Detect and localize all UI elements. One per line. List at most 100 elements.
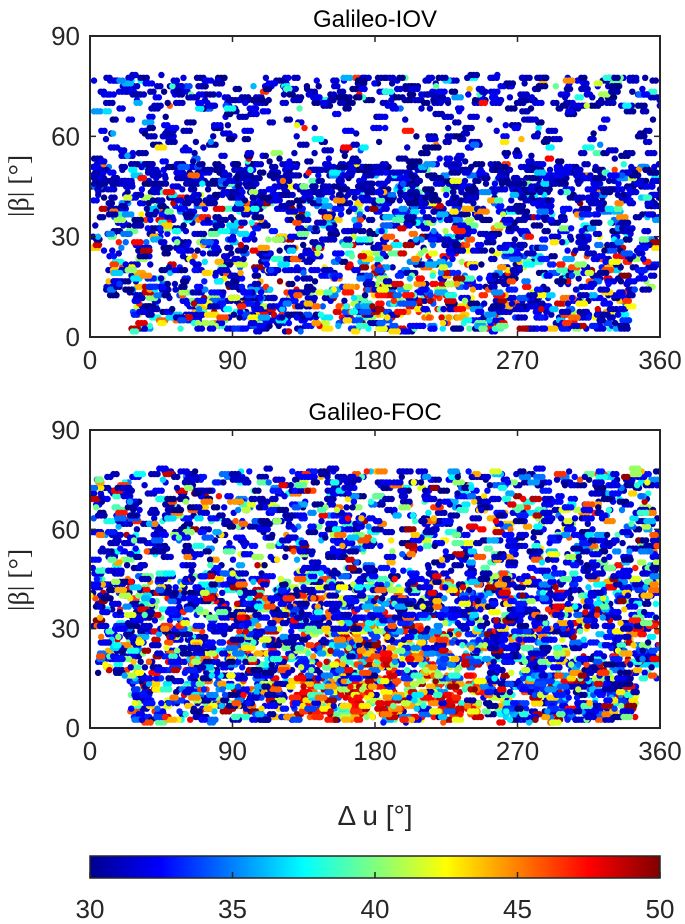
data-point <box>584 161 591 168</box>
data-point <box>590 250 598 257</box>
data-point <box>413 322 420 330</box>
data-point <box>254 280 262 288</box>
data-point <box>204 186 212 193</box>
data-point <box>233 278 240 285</box>
data-point <box>454 161 461 168</box>
data-point <box>619 225 626 232</box>
data-point <box>362 322 369 330</box>
data-point <box>628 163 635 171</box>
data-point <box>128 286 135 293</box>
data-point <box>273 172 280 179</box>
data-point <box>481 292 489 299</box>
data-point <box>597 241 604 249</box>
data-point <box>542 174 550 182</box>
data-point <box>491 180 499 187</box>
data-point <box>306 197 314 204</box>
data-point <box>226 130 233 137</box>
data-point <box>276 247 283 254</box>
data-point <box>544 227 551 235</box>
data-point <box>326 289 333 296</box>
data-point <box>490 233 498 240</box>
data-point <box>154 305 161 313</box>
data-point <box>252 266 259 274</box>
data-point <box>165 163 172 171</box>
data-point <box>550 261 557 268</box>
data-point <box>179 205 186 212</box>
data-point <box>662 161 668 167</box>
data-point <box>138 186 146 193</box>
data-point <box>623 280 630 288</box>
data-point <box>392 322 399 330</box>
data-point <box>630 303 637 310</box>
data-point <box>277 255 284 263</box>
data-point <box>165 286 172 293</box>
data-point <box>218 222 226 229</box>
data-point <box>347 241 354 249</box>
data-point <box>450 269 457 277</box>
data-point <box>174 227 182 235</box>
data-point <box>487 161 494 168</box>
data-point <box>195 191 202 199</box>
data-point <box>169 305 176 313</box>
data-point <box>316 166 323 173</box>
data-point <box>323 319 330 327</box>
data-point <box>607 205 615 212</box>
data-point <box>614 275 622 282</box>
data-point <box>209 325 217 332</box>
data-point <box>534 214 542 221</box>
data-point <box>293 163 300 171</box>
data-point <box>518 208 525 215</box>
data-point <box>108 230 116 238</box>
data-point <box>122 239 129 246</box>
data-point <box>497 289 504 296</box>
data-point <box>552 325 559 332</box>
data-point <box>530 250 537 257</box>
data-point <box>378 300 385 307</box>
data-point <box>369 280 376 288</box>
data-point <box>269 303 277 310</box>
data-point <box>604 311 611 318</box>
data-point <box>241 219 248 226</box>
data-point <box>459 227 466 235</box>
data-point <box>253 110 260 118</box>
data-point <box>265 194 272 201</box>
data-point <box>560 278 567 285</box>
data-point <box>634 255 642 263</box>
data-point <box>341 297 348 304</box>
data-point <box>213 303 220 310</box>
data-point <box>171 138 178 146</box>
data-point <box>529 261 536 268</box>
data-point <box>502 186 509 193</box>
data-point <box>217 258 224 265</box>
data-point <box>251 236 258 243</box>
data-point <box>591 166 599 173</box>
data-point <box>555 233 562 240</box>
data-point <box>351 227 358 235</box>
data-point <box>414 191 421 199</box>
data-point <box>651 272 658 279</box>
data-point <box>378 197 386 204</box>
data-point <box>311 278 319 285</box>
data-point <box>136 292 144 299</box>
data-point <box>305 169 312 176</box>
data-point <box>283 261 290 268</box>
data-point <box>357 317 364 324</box>
data-point <box>334 255 342 263</box>
data-point <box>552 305 559 313</box>
data-point <box>171 280 179 288</box>
data-point <box>285 300 292 307</box>
data-point <box>541 244 549 251</box>
data-point <box>149 113 156 121</box>
data-point <box>593 311 601 318</box>
data-point <box>491 255 498 263</box>
data-point <box>179 253 187 260</box>
data-point <box>390 191 397 199</box>
data-point <box>293 172 300 179</box>
data-point <box>532 303 540 310</box>
data-point <box>188 211 196 218</box>
data-point <box>450 188 457 196</box>
data-point <box>200 230 208 238</box>
data-point <box>199 311 206 318</box>
data-point <box>468 163 475 171</box>
data-point <box>542 208 550 215</box>
